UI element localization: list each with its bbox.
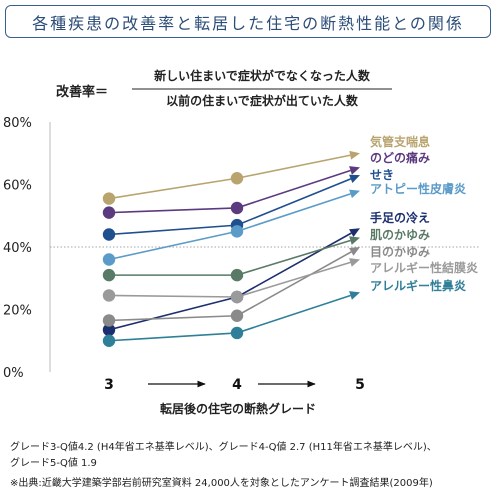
series-2-line-segment [108, 224, 238, 236]
y-tick-label: 40% [3, 241, 32, 256]
series-8-arrowhead [349, 291, 360, 300]
series-6-line-segment [108, 314, 238, 322]
series-0-line-segment [236, 154, 351, 180]
series-7-arrowhead [349, 258, 360, 267]
title-box: 各種疾患の改善率と転居した住宅の断熱性能との関係 [5, 5, 491, 38]
series-7-label: アレルギー性結膜炎 [370, 260, 478, 275]
y-tick-label: 80% [3, 116, 32, 131]
series-2-label: せき [370, 168, 394, 182]
series-0-arrowhead [349, 150, 360, 160]
series-6-arrowhead [349, 247, 360, 256]
series-5-line-segment [236, 239, 351, 276]
series-7-point [230, 290, 244, 304]
series-0-line-segment [108, 177, 238, 200]
footnote-source: ※出典:近畿大学建築学部岩前研究室資料 24,000人を対象としたアンケート調査… [10, 478, 433, 489]
series-5-label: 肌のかゆみ [369, 227, 430, 242]
formula-label: 改善率＝ [56, 84, 108, 100]
series-3-line-segment [108, 230, 238, 261]
series-3-point [230, 225, 244, 238]
series-3-point [102, 253, 116, 266]
footnote-grade-2: グレード5-Q値 1.9 [10, 458, 97, 469]
series-1-point [102, 206, 116, 219]
series-2-point [102, 228, 116, 241]
series-2-line-segment [236, 178, 352, 226]
x-tick-label: 3 [104, 377, 114, 393]
series-3-line-segment [236, 193, 351, 233]
footnote-grade-1: グレード3-Q値4.2 (H4年省エネ基準レベル)、グレード4-Q値 2.7 (… [10, 442, 437, 453]
series-0-point [230, 172, 244, 185]
series-8-label: アレルギー性鼻炎 [370, 278, 466, 293]
y-tick-label: 20% [3, 304, 32, 319]
y-tick-label: 0% [3, 366, 24, 381]
series-4-line-segment [108, 296, 238, 331]
series-0-point [102, 192, 116, 205]
series-4-line-segment [236, 232, 352, 298]
series-3-label: アトピー性皮膚炎 [370, 181, 466, 196]
series-7-point [102, 289, 116, 302]
formula-denominator: 以前の住まいで症状が出ていた人数 [166, 93, 359, 108]
series-7-line-segment [236, 261, 351, 298]
series-3-arrowhead [349, 189, 360, 199]
series-7-line-segment [108, 294, 238, 298]
page-title: 各種疾患の改善率と転居した住宅の断熱性能との関係 [32, 13, 464, 33]
series-1-line-segment [236, 169, 351, 209]
y-tick-label: 60% [3, 179, 32, 194]
formula-numerator: 新しい住まいで症状がでなくなった人数 [154, 68, 371, 83]
series-5-arrowhead [349, 236, 360, 245]
series-6-label: 目のかゆみ [370, 245, 430, 259]
series-4-arrowhead [349, 228, 360, 238]
x-tick-label: 5 [355, 377, 365, 393]
x-axis-label: 転居後の住宅の断熱グレード [160, 401, 316, 416]
series-6-point [230, 309, 244, 322]
series-1-arrowhead [349, 166, 360, 175]
series-1-point [230, 201, 244, 215]
series-8-point [102, 334, 116, 347]
series-6-point [102, 314, 116, 327]
series-2-arrowhead [349, 174, 360, 184]
series-4-label: 手足の冷え [370, 210, 430, 225]
series-8-line-segment [236, 294, 351, 334]
series-5-point [102, 268, 116, 282]
series-0-label: 気管支喘息 [370, 134, 430, 149]
series-1-label: のどの痛み [370, 150, 430, 165]
series-6-line-segment [236, 251, 352, 317]
series-4-point [102, 323, 116, 337]
series-8-point [230, 326, 244, 340]
x-tick-label: 4 [232, 377, 242, 393]
series-8-line-segment [108, 332, 238, 342]
series-1-line-segment [108, 207, 238, 214]
series-5-point [230, 268, 244, 282]
